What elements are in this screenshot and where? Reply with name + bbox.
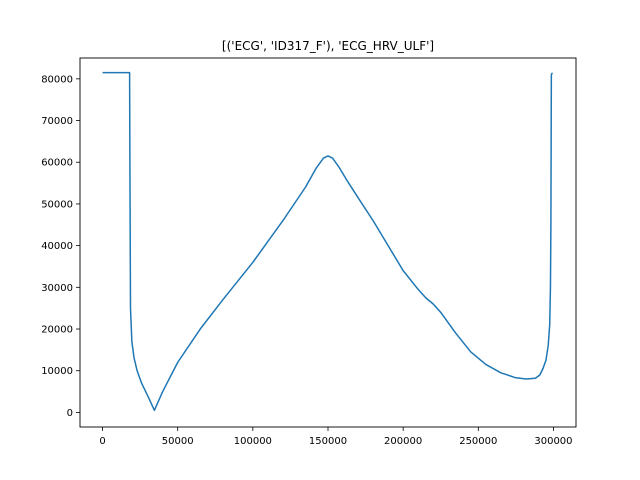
x-tick-label: 0	[99, 436, 105, 447]
y-tick-label: 10000	[41, 366, 73, 377]
x-tick-label: 200000	[384, 436, 422, 447]
x-tick-label: 150000	[309, 436, 347, 447]
y-tick-label: 50000	[41, 199, 73, 210]
y-tick-label: 70000	[41, 116, 73, 127]
chart-title: [('ECG', 'ID317_F'), 'ECG_HRV_ULF']	[222, 39, 434, 53]
y-tick-label: 30000	[41, 283, 73, 294]
y-tick-label: 60000	[41, 158, 73, 169]
plot-area	[102, 71, 553, 412]
y-tick-label: 0	[67, 408, 73, 419]
x-tick-label: 50000	[162, 436, 194, 447]
x-axis: 0 50000 100000 150000 200000 250000 300000	[99, 427, 573, 447]
plot-frame	[79, 57, 577, 428]
x-tick-label: 300000	[534, 436, 572, 447]
series-line	[102, 71, 553, 412]
y-tick-label: 20000	[41, 325, 73, 336]
x-tick-label: 250000	[459, 436, 497, 447]
x-tick-label: 100000	[234, 436, 272, 447]
y-tick-label: 80000	[41, 74, 73, 85]
y-axis: 0 10000 20000 30000 40000 50000 60000 70000 8000…	[41, 74, 80, 419]
y-tick-label: 40000	[41, 241, 73, 252]
